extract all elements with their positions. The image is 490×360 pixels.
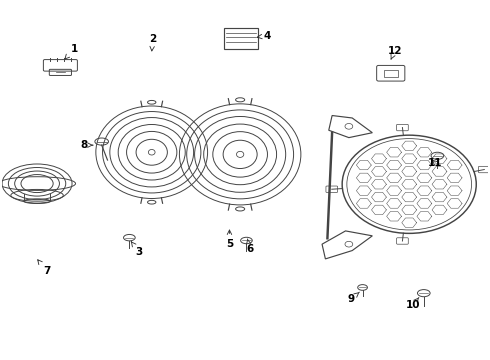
Text: 3: 3 — [131, 242, 143, 257]
Text: 9: 9 — [347, 292, 359, 304]
Text: 12: 12 — [388, 46, 402, 59]
Text: 5: 5 — [226, 230, 233, 249]
Text: 4: 4 — [257, 31, 270, 41]
Text: 10: 10 — [405, 297, 420, 310]
Bar — [384, 70, 397, 77]
Text: 8: 8 — [80, 140, 93, 150]
Text: 6: 6 — [246, 239, 253, 255]
Text: 1: 1 — [65, 44, 77, 59]
Text: 11: 11 — [428, 158, 442, 168]
Text: 2: 2 — [149, 35, 156, 51]
Text: 7: 7 — [38, 260, 50, 276]
